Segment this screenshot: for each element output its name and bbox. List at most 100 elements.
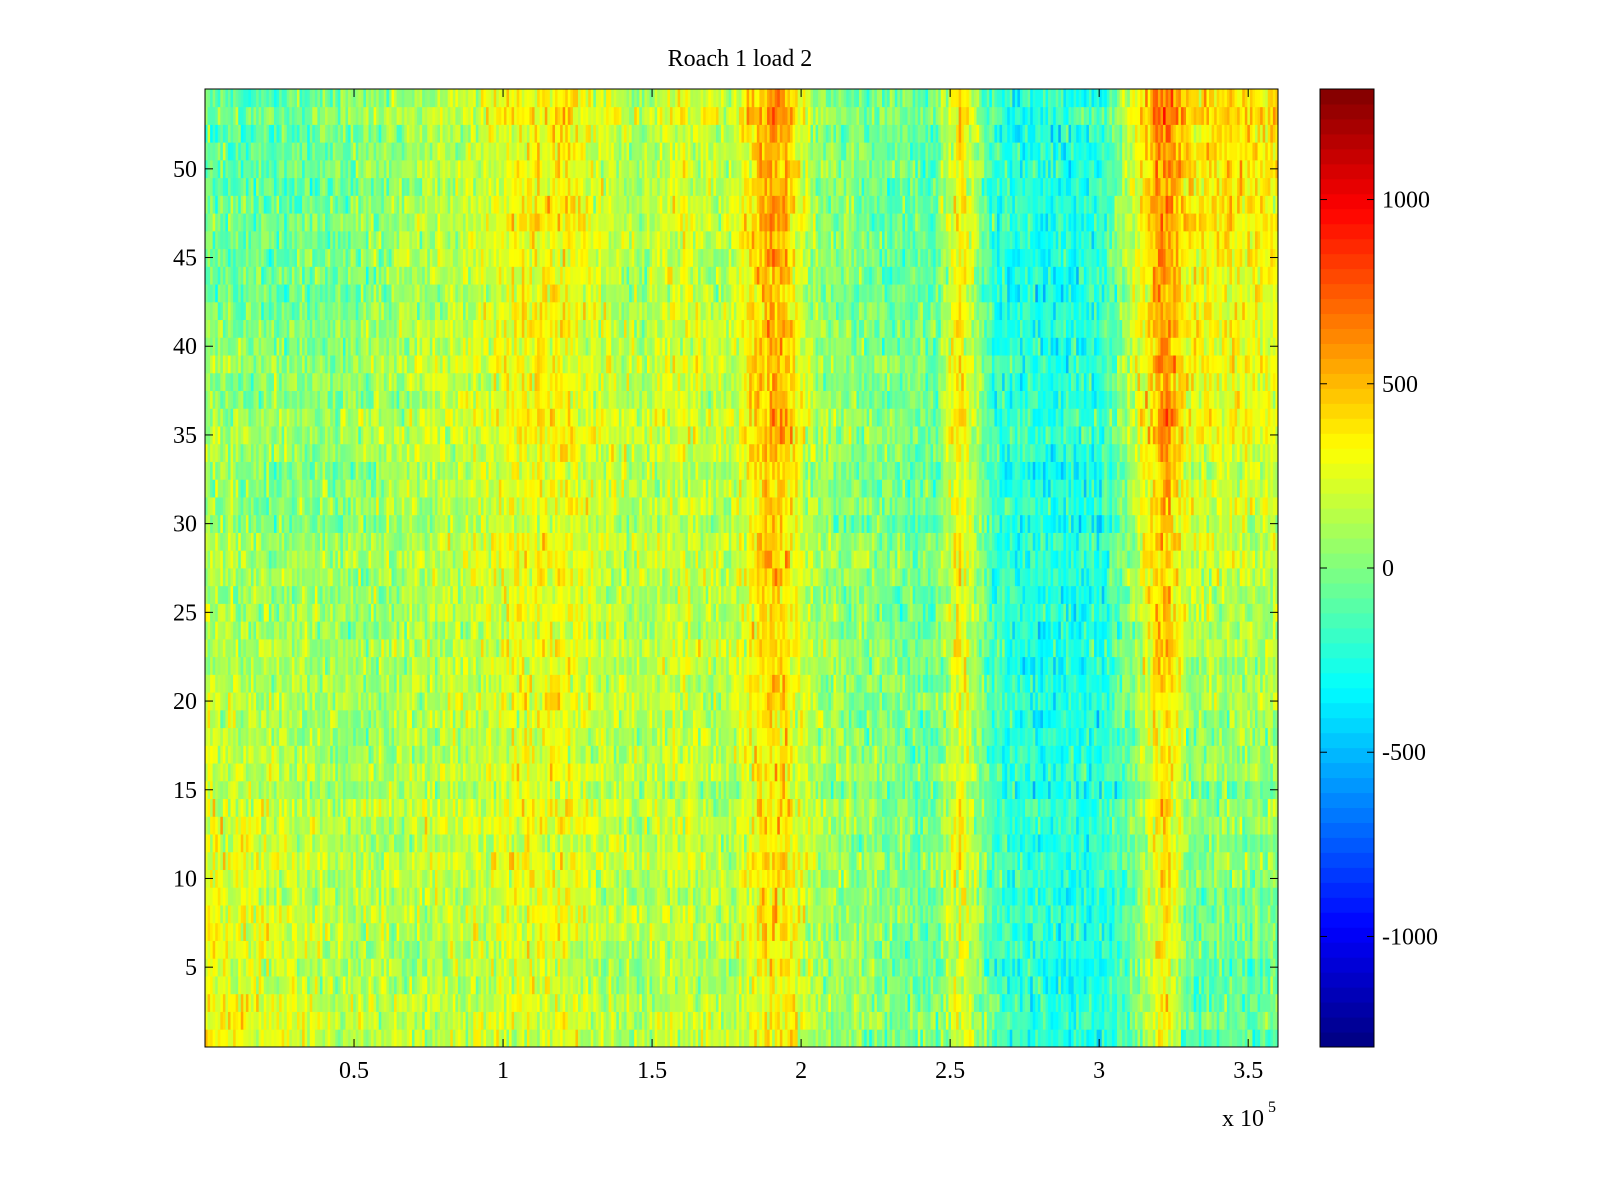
heatmap-cell [322, 905, 326, 924]
heatmap-cell [1249, 1029, 1253, 1048]
heatmap-cell [649, 922, 653, 941]
heatmap-cell [1186, 922, 1189, 941]
heatmap-cell [1196, 887, 1200, 906]
heatmap-cell [588, 993, 592, 1012]
heatmap-cell [215, 958, 219, 977]
heatmap-cell [524, 958, 528, 977]
heatmap-cell [1150, 976, 1154, 995]
heatmap-cell [238, 869, 242, 888]
heatmap-cell [238, 887, 242, 906]
heatmap-cell [1214, 958, 1218, 977]
heatmap-cell [721, 887, 725, 906]
heatmap-cell [1163, 905, 1166, 924]
heatmap-cell [552, 1029, 556, 1048]
heatmap-cell [1229, 1011, 1233, 1030]
heatmap-cell [690, 869, 694, 888]
heatmap-cell [830, 887, 834, 906]
heatmap-cell [220, 940, 224, 959]
heatmap-cell [1209, 887, 1212, 906]
heatmap-cell [383, 851, 387, 870]
heatmap-cell [258, 834, 262, 853]
heatmap-cell [764, 940, 768, 959]
heatmap-cell [483, 851, 487, 870]
heatmap-cell [1163, 993, 1166, 1012]
heatmap-cell [1060, 922, 1064, 941]
heatmap-cell [882, 887, 885, 906]
heatmap-cell [925, 851, 929, 870]
heatmap-cell [240, 922, 244, 941]
heatmap-cell [376, 958, 380, 977]
heatmap-cell [1081, 1011, 1085, 1030]
heatmap-cell [588, 922, 592, 941]
heatmap-cell [1037, 1029, 1041, 1048]
heatmap-cell [391, 905, 395, 924]
heatmap-cell [353, 922, 357, 941]
heatmap-cell [350, 905, 354, 924]
heatmap-cell [1134, 869, 1138, 888]
heatmap-cell [713, 905, 717, 924]
heatmap-cell [417, 1029, 420, 1048]
heatmap-cell [210, 851, 214, 870]
heatmap-cell [905, 869, 908, 888]
heatmap-cell [1004, 887, 1008, 906]
heatmap-cell [399, 958, 403, 977]
heatmap-cell [664, 976, 668, 995]
heatmap-cell [307, 834, 311, 853]
heatmap-cell [1191, 993, 1195, 1012]
heatmap-cell [710, 940, 714, 959]
heatmap-cell [795, 976, 799, 995]
heatmap-cell [626, 851, 630, 870]
heatmap-cell [1065, 922, 1069, 941]
heatmap-cell [1270, 887, 1274, 906]
heatmap-cell [718, 1029, 722, 1048]
heatmap-cell [672, 958, 676, 977]
heatmap-cell [281, 834, 285, 853]
heatmap-cell [325, 834, 329, 853]
heatmap-cell [394, 922, 397, 941]
heatmap-cell [930, 851, 934, 870]
heatmap-cell [664, 1029, 668, 1048]
heatmap-cell [342, 922, 346, 941]
heatmap-cell [256, 887, 260, 906]
heatmap-cell [562, 922, 566, 941]
heatmap-cell [1260, 922, 1264, 941]
heatmap-cell [705, 922, 709, 941]
heatmap-cell [1140, 940, 1143, 959]
heatmap-cell [825, 851, 829, 870]
heatmap-cell [473, 993, 477, 1012]
heatmap-cell [744, 958, 747, 977]
heatmap-cell [981, 851, 985, 870]
heatmap-cell [304, 851, 308, 870]
heatmap-cell [807, 1029, 811, 1048]
heatmap-cell [856, 834, 860, 853]
heatmap-cell [332, 993, 336, 1012]
heatmap-cell [447, 958, 451, 977]
heatmap-cell [1045, 1011, 1049, 1030]
heatmap-cell [664, 887, 668, 906]
heatmap-cell [618, 976, 622, 995]
heatmap-cell [342, 958, 346, 977]
heatmap-cell [465, 976, 469, 995]
heatmap-cell [657, 905, 661, 924]
heatmap-cell [1091, 869, 1095, 888]
heatmap-cell [1155, 1029, 1159, 1048]
heatmap-cell [1035, 905, 1039, 924]
heatmap-cell [1196, 851, 1200, 870]
heatmap-cell [302, 905, 306, 924]
heatmap-cell [256, 976, 260, 995]
heatmap-cell [884, 905, 888, 924]
heatmap-cell [516, 976, 520, 995]
heatmap-cell [1083, 922, 1087, 941]
heatmap-cell [373, 1011, 377, 1030]
heatmap-cell [608, 905, 612, 924]
heatmap-cell [524, 993, 528, 1012]
heatmap-cell [529, 1011, 533, 1030]
heatmap-cell [979, 887, 983, 906]
heatmap-cell [629, 940, 633, 959]
heatmap-cell [761, 922, 765, 941]
heatmap-cell [547, 905, 551, 924]
heatmap-cell [1157, 940, 1161, 959]
heatmap-cell [1055, 887, 1059, 906]
heatmap-cell [708, 1011, 712, 1030]
heatmap-cell [575, 1029, 579, 1048]
